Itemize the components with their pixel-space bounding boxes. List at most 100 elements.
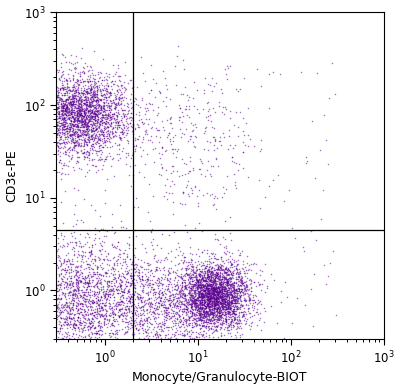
Point — [89, 108, 95, 114]
Point — [54, 142, 60, 148]
Point — [64, 308, 70, 314]
Point — [136, 133, 142, 139]
Point — [206, 278, 212, 284]
Point — [176, 289, 182, 296]
Point — [214, 285, 220, 291]
Point — [55, 127, 62, 133]
Point — [230, 287, 237, 293]
Point — [69, 92, 76, 98]
Point — [182, 283, 188, 289]
Point — [74, 113, 80, 120]
Point — [101, 135, 107, 142]
Point — [80, 282, 86, 289]
Point — [87, 121, 94, 128]
Point — [31, 301, 37, 307]
Point — [235, 281, 242, 287]
Point — [113, 92, 119, 99]
Point — [192, 296, 199, 302]
Point — [120, 121, 126, 128]
Point — [176, 319, 183, 325]
Point — [67, 135, 73, 141]
Point — [69, 296, 76, 302]
Point — [58, 295, 64, 301]
Point — [82, 101, 88, 107]
Point — [190, 298, 196, 304]
Point — [72, 123, 79, 129]
Point — [72, 87, 78, 93]
Point — [198, 305, 205, 311]
Point — [218, 281, 224, 287]
Point — [148, 284, 154, 291]
Point — [214, 299, 220, 305]
Point — [200, 309, 206, 315]
Point — [106, 278, 113, 284]
Point — [50, 324, 56, 330]
Point — [208, 291, 215, 297]
Point — [62, 301, 68, 308]
Point — [153, 299, 160, 305]
Point — [42, 144, 48, 150]
Point — [173, 269, 179, 276]
Point — [229, 154, 235, 160]
Point — [99, 156, 106, 162]
Point — [158, 161, 164, 168]
Point — [79, 116, 85, 122]
Point — [59, 107, 65, 113]
Point — [207, 278, 213, 284]
Point — [209, 270, 215, 276]
Point — [46, 122, 53, 129]
Point — [84, 113, 91, 119]
Point — [60, 116, 66, 122]
Point — [225, 282, 232, 289]
Point — [50, 90, 56, 97]
Point — [192, 310, 198, 317]
Point — [169, 307, 176, 313]
Point — [58, 363, 64, 369]
Point — [138, 153, 145, 159]
Point — [240, 258, 246, 264]
Point — [85, 280, 91, 286]
Point — [86, 283, 92, 289]
Point — [179, 252, 185, 258]
Point — [52, 108, 58, 114]
Point — [136, 274, 142, 280]
Point — [93, 124, 99, 131]
Point — [317, 147, 323, 153]
Point — [182, 280, 188, 287]
Point — [63, 105, 70, 111]
Point — [46, 89, 52, 95]
Point — [75, 123, 81, 129]
Point — [75, 115, 81, 121]
Point — [71, 118, 77, 124]
Point — [239, 128, 246, 134]
Point — [167, 115, 174, 122]
Point — [82, 78, 88, 84]
Point — [104, 294, 110, 301]
Point — [51, 110, 58, 117]
Point — [167, 292, 173, 299]
Point — [156, 332, 163, 338]
Point — [110, 266, 116, 272]
Point — [302, 160, 309, 167]
Point — [97, 246, 103, 253]
Point — [37, 99, 44, 105]
Point — [49, 264, 55, 271]
Point — [128, 313, 135, 319]
Point — [219, 306, 225, 312]
Point — [196, 316, 203, 322]
Point — [103, 118, 110, 124]
Point — [227, 229, 234, 236]
Point — [228, 316, 234, 323]
Point — [214, 195, 220, 201]
Point — [60, 102, 67, 108]
Point — [199, 272, 206, 278]
Point — [27, 130, 34, 136]
Point — [168, 190, 175, 197]
Point — [151, 289, 158, 296]
Point — [112, 334, 118, 340]
Point — [94, 108, 101, 114]
Point — [190, 281, 197, 287]
Point — [15, 297, 22, 303]
Point — [209, 302, 216, 308]
Point — [47, 118, 53, 124]
